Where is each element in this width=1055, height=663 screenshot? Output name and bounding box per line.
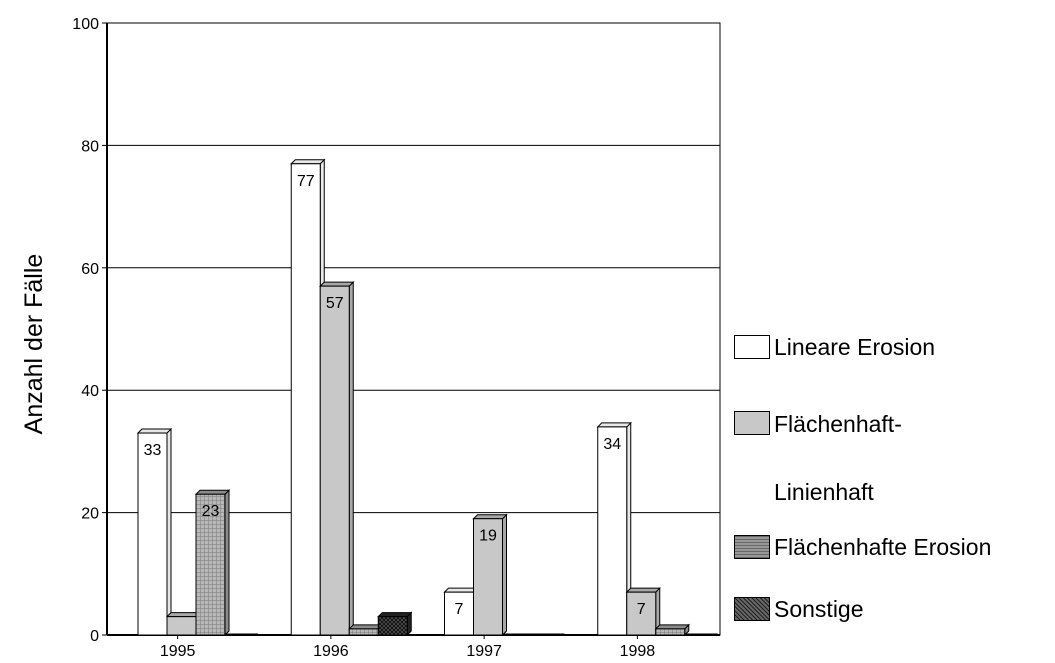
bar-front [166, 616, 197, 636]
bar-top [472, 514, 508, 520]
data-label: 34 [603, 436, 621, 453]
data-labels: 33 23 77 57 7 19 34 7 [144, 173, 646, 618]
data-label: 33 [144, 442, 162, 459]
y-tick-label: 80 [81, 138, 99, 155]
x-tick-label: 1996 [313, 643, 349, 660]
bar-1998-0 [596, 421, 632, 637]
bar-top [136, 428, 173, 434]
bar-top [596, 422, 632, 428]
legend-label: Lineare Erosion [774, 334, 936, 360]
bar-top [319, 281, 355, 287]
y-tick-label: 20 [81, 506, 99, 523]
bar-side [166, 427, 172, 637]
bar-1997-0 [443, 586, 479, 637]
bar-top [290, 159, 326, 165]
bar-front [377, 616, 408, 636]
legend-label: Flächenhafte Erosion [774, 534, 992, 560]
legend-item-flaechenhafte-erosion: Flächenhafte Erosion [734, 532, 991, 562]
bar-top [443, 587, 479, 593]
bar-1996-1 [319, 280, 355, 637]
bar-1995-2 [194, 489, 231, 637]
bar-top [654, 624, 690, 630]
bar-front [348, 628, 379, 636]
bar-front [290, 163, 321, 636]
bar-front [473, 518, 503, 636]
bar-1996-0 [290, 158, 326, 637]
legend-swatch-flaechenhaft-linienhaft [734, 411, 770, 435]
data-label: 23 [202, 503, 220, 520]
bar-1996-3 [377, 611, 413, 637]
bar-front [597, 426, 628, 636]
bar-front [655, 628, 686, 636]
bar-1998-1 [625, 586, 661, 637]
bar-1997-1 [472, 513, 508, 637]
bar-1995-0 [136, 427, 173, 637]
legend-label: Sonstige [774, 596, 864, 622]
x-tick-label: 1997 [466, 643, 502, 660]
bar-side [348, 280, 354, 637]
y-tick-label: 0 [90, 628, 99, 645]
legend-swatch-flaechenhafte-erosion [734, 535, 770, 559]
y-tick-label: 40 [81, 383, 99, 400]
y-axis-label: Anzahl der Fälle [20, 254, 48, 435]
legend-item-flaechenhaft-linienhaft: Flächenhaft-Linienhaft [734, 408, 964, 505]
bar-side [224, 489, 230, 637]
bar-front [319, 285, 350, 636]
bar-front [626, 591, 657, 636]
data-label: 7 [455, 601, 464, 618]
legend-swatch-lineare-erosion [734, 335, 770, 359]
legend-item-sonstige: Sonstige [734, 594, 864, 624]
bar-side [502, 513, 507, 637]
bar-top [377, 612, 413, 618]
legend-swatch-sonstige [734, 597, 770, 621]
x-tick-label: 1995 [160, 643, 196, 660]
y-tick-label: 60 [81, 261, 99, 278]
bar-1998-2 [654, 623, 690, 637]
legend-item-lineare-erosion: Lineare Erosion [734, 332, 935, 362]
bar-top [194, 489, 231, 495]
bar-front [137, 432, 168, 636]
bar-front [195, 493, 226, 636]
bar-1995-1 [165, 611, 202, 637]
data-label: 19 [479, 528, 497, 545]
legend-label: Flächenhaft-Linienhaft [774, 411, 902, 505]
x-tick-label: 1998 [620, 643, 656, 660]
data-label: 7 [637, 601, 646, 618]
bar-top [348, 624, 384, 630]
bar-top [165, 612, 202, 618]
data-label: 77 [297, 173, 315, 190]
y-tick-label: 100 [72, 16, 99, 33]
bar-top [625, 587, 661, 593]
bars [136, 158, 718, 637]
bar-1996-2 [348, 623, 384, 637]
x-axis-ticks: 1995 1996 1997 1998 [160, 635, 655, 660]
data-label: 57 [326, 295, 344, 312]
